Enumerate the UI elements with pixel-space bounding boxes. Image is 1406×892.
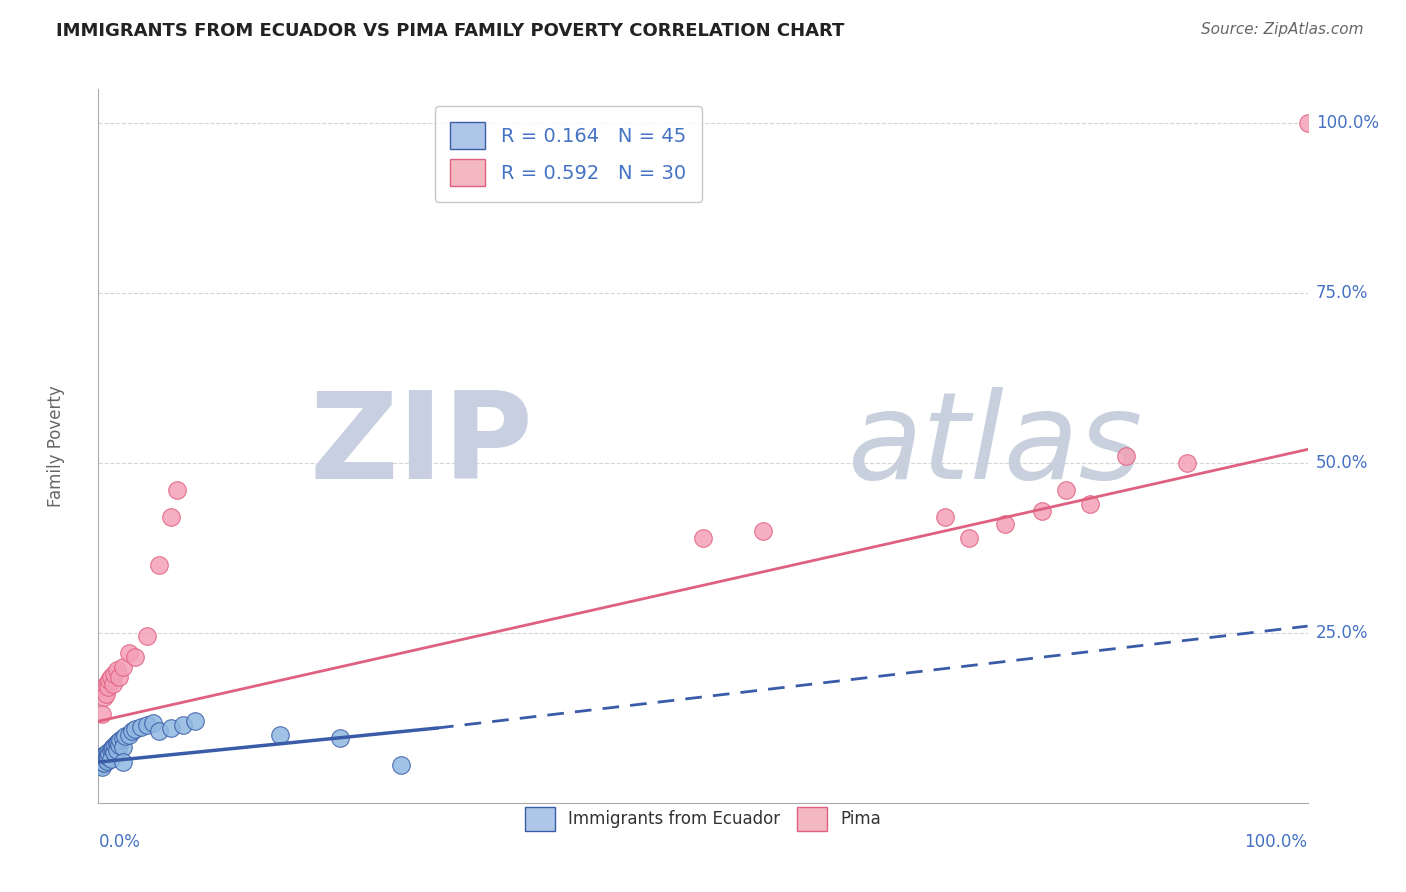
Point bbox=[103, 666, 125, 681]
Point bbox=[1078, 497, 1101, 511]
Point bbox=[90, 749, 112, 764]
Point bbox=[93, 690, 115, 705]
Point bbox=[124, 649, 146, 664]
Point bbox=[118, 646, 141, 660]
Point bbox=[172, 717, 194, 731]
Point bbox=[118, 728, 141, 742]
Point bbox=[107, 734, 129, 748]
Text: 100.0%: 100.0% bbox=[1316, 114, 1379, 132]
Point bbox=[96, 677, 118, 691]
Point bbox=[91, 756, 114, 771]
Point bbox=[93, 748, 115, 763]
Point bbox=[160, 721, 183, 735]
Point bbox=[1115, 449, 1137, 463]
Point bbox=[96, 749, 118, 764]
Point bbox=[96, 754, 118, 768]
Point bbox=[148, 724, 170, 739]
Text: 0.0%: 0.0% bbox=[98, 833, 141, 851]
Point bbox=[97, 680, 120, 694]
Text: 75.0%: 75.0% bbox=[1316, 284, 1368, 302]
Point bbox=[135, 717, 157, 731]
Point bbox=[101, 677, 124, 691]
Point bbox=[142, 715, 165, 730]
Point bbox=[957, 531, 980, 545]
Point bbox=[91, 760, 114, 774]
Point bbox=[105, 743, 128, 757]
Text: IMMIGRANTS FROM ECUADOR VS PIMA FAMILY POVERTY CORRELATION CHART: IMMIGRANTS FROM ECUADOR VS PIMA FAMILY P… bbox=[56, 22, 845, 40]
Point bbox=[91, 680, 114, 694]
Text: 100.0%: 100.0% bbox=[1244, 833, 1308, 851]
Point bbox=[91, 751, 114, 765]
Point bbox=[100, 741, 122, 756]
Point bbox=[1296, 116, 1319, 130]
Point bbox=[91, 755, 114, 769]
Point bbox=[160, 510, 183, 524]
Point bbox=[752, 524, 775, 538]
Point bbox=[97, 749, 120, 764]
Point bbox=[104, 738, 127, 752]
Point bbox=[389, 758, 412, 772]
Point bbox=[1175, 456, 1198, 470]
Point bbox=[94, 747, 117, 761]
Point bbox=[97, 745, 120, 759]
Point bbox=[135, 629, 157, 643]
Point bbox=[1054, 483, 1077, 498]
Point bbox=[148, 558, 170, 572]
Point bbox=[129, 720, 152, 734]
Point bbox=[101, 740, 124, 755]
Text: ZIP: ZIP bbox=[309, 387, 534, 505]
Point bbox=[934, 510, 956, 524]
Point bbox=[111, 740, 134, 755]
Point bbox=[329, 731, 352, 746]
Point bbox=[994, 517, 1017, 532]
Point bbox=[93, 756, 115, 771]
Point bbox=[1031, 503, 1053, 517]
Point bbox=[91, 754, 114, 768]
Point bbox=[111, 660, 134, 674]
Text: atlas: atlas bbox=[848, 387, 1143, 505]
Point bbox=[90, 758, 112, 772]
Point bbox=[100, 670, 122, 684]
Point bbox=[111, 731, 134, 746]
Point bbox=[105, 736, 128, 750]
Point bbox=[89, 755, 111, 769]
Text: Source: ZipAtlas.com: Source: ZipAtlas.com bbox=[1201, 22, 1364, 37]
Point bbox=[114, 729, 136, 743]
Point bbox=[94, 687, 117, 701]
Point bbox=[692, 531, 714, 545]
Point bbox=[105, 663, 128, 677]
Point bbox=[108, 733, 131, 747]
Text: 25.0%: 25.0% bbox=[1316, 624, 1368, 642]
Point bbox=[91, 707, 114, 722]
Point bbox=[108, 670, 131, 684]
Text: 50.0%: 50.0% bbox=[1316, 454, 1368, 472]
Point bbox=[94, 751, 117, 765]
Point bbox=[124, 723, 146, 737]
Point bbox=[98, 747, 121, 761]
Point bbox=[269, 728, 291, 742]
Point bbox=[108, 738, 131, 752]
Point bbox=[98, 673, 121, 688]
Text: Family Poverty: Family Poverty bbox=[46, 385, 65, 507]
Point bbox=[100, 743, 122, 757]
Point bbox=[103, 745, 125, 759]
Point bbox=[121, 724, 143, 739]
Point bbox=[184, 714, 207, 729]
Point bbox=[166, 483, 188, 498]
Point bbox=[111, 755, 134, 769]
Legend: Immigrants from Ecuador, Pima: Immigrants from Ecuador, Pima bbox=[519, 800, 887, 838]
Point bbox=[100, 751, 122, 765]
